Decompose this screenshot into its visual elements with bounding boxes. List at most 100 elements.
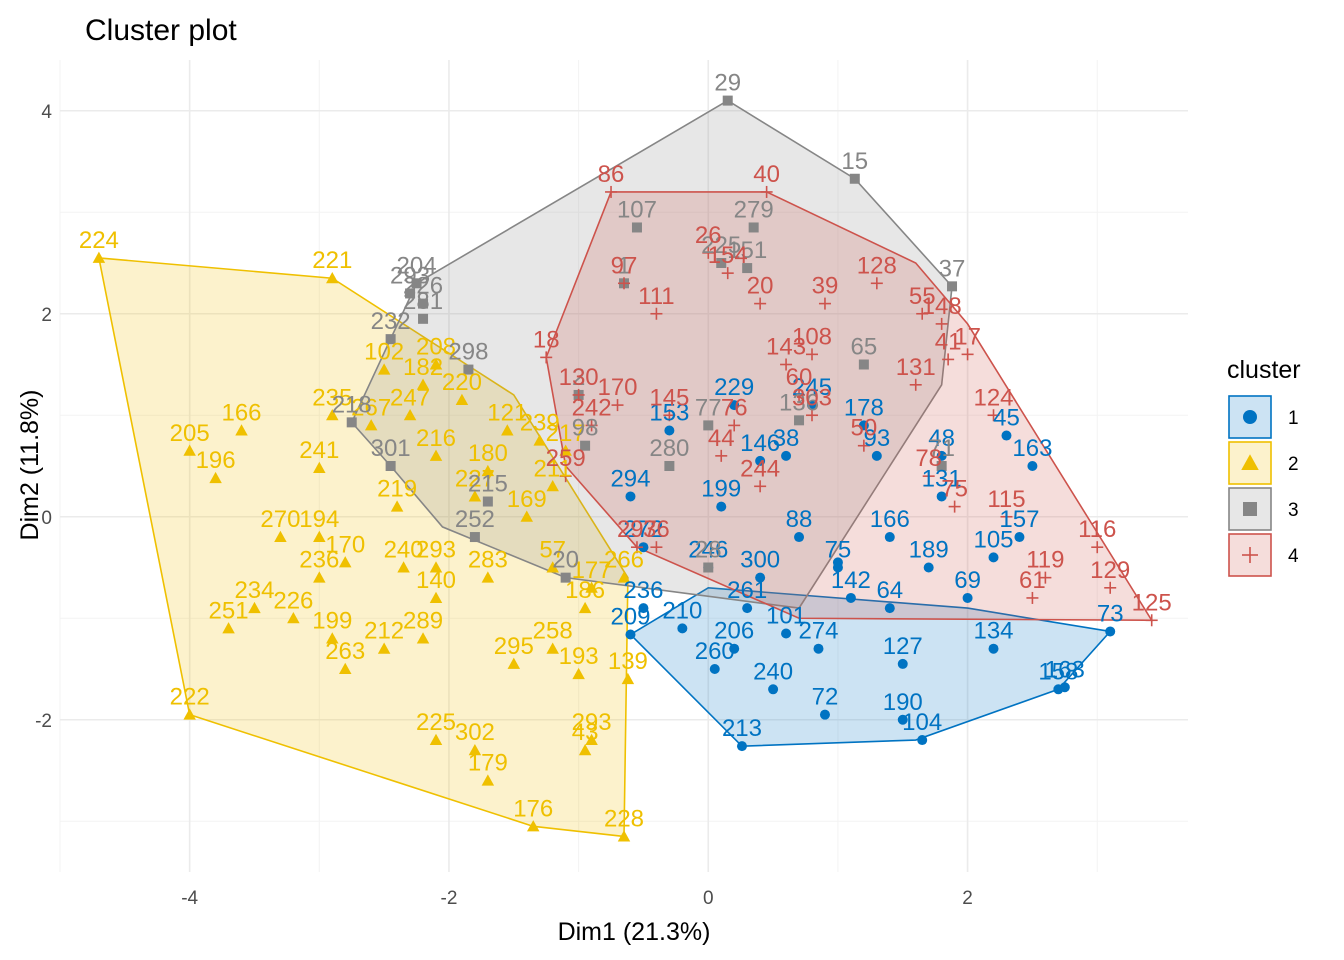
point-label: 295 xyxy=(494,633,534,660)
point-label: 199 xyxy=(312,608,352,635)
point-label: 72 xyxy=(812,684,839,711)
point-cluster-1 xyxy=(923,562,934,573)
point-label: 170 xyxy=(597,374,637,401)
x-tick-label: 0 xyxy=(703,888,714,909)
point-label: 301 xyxy=(371,435,411,462)
point-label: 205 xyxy=(170,420,210,447)
legend-item-2: 2 xyxy=(1228,441,1299,485)
point-cluster-2 xyxy=(455,393,469,406)
legend: cluster 1 2 3 4 xyxy=(1227,356,1301,577)
y-tick-label: -2 xyxy=(35,711,52,732)
point-label: 18 xyxy=(533,326,560,353)
point-cluster-1 xyxy=(794,532,805,543)
point-label: 270 xyxy=(260,506,300,533)
point-cluster-2 xyxy=(326,271,339,284)
point-label: 170 xyxy=(325,531,365,558)
point-cluster-2 xyxy=(429,449,443,461)
point-label: 105 xyxy=(973,526,1013,553)
plot-area: 7315816310419021372209240274127134260206… xyxy=(59,60,1188,872)
point-label: 267 xyxy=(351,394,391,421)
point-label: 189 xyxy=(909,537,949,564)
point-label: 128 xyxy=(857,252,897,279)
point-label: 177 xyxy=(572,557,612,584)
point-cluster-4 xyxy=(702,246,715,259)
point-label: 36 xyxy=(643,516,670,543)
point-cluster-4 xyxy=(630,541,643,554)
point-cluster-1 xyxy=(962,592,973,603)
point-label: 252 xyxy=(455,506,495,533)
point-label: 20 xyxy=(552,547,579,574)
point-label: 2 xyxy=(572,364,585,391)
point-label: 75 xyxy=(825,537,852,564)
y-axis-title: Dim2 (11.8%) xyxy=(16,390,44,541)
point-label: 163 xyxy=(1012,435,1052,462)
point-label: 163 xyxy=(1045,656,1085,683)
point-label: 158 xyxy=(1038,658,1078,685)
point-label: 108 xyxy=(792,323,832,350)
point-label: 169 xyxy=(507,486,547,513)
point-cluster-3 xyxy=(936,461,947,471)
point-cluster-4 xyxy=(948,500,961,513)
point-label: 179 xyxy=(468,750,508,777)
point-cluster-2 xyxy=(313,461,326,474)
point-cluster-4 xyxy=(1039,571,1052,584)
point-cluster-1 xyxy=(1059,682,1070,693)
point-cluster-4 xyxy=(857,439,870,452)
point-label: 225 xyxy=(701,232,741,259)
point-label: 242 xyxy=(572,394,612,421)
point-label: 142 xyxy=(831,567,871,594)
point-cluster-3 xyxy=(385,461,396,471)
point-label: 40 xyxy=(753,161,780,188)
point-label: 212 xyxy=(364,618,404,645)
point-cluster-4 xyxy=(1091,541,1104,554)
point-cluster-3 xyxy=(411,278,422,289)
point-cluster-4 xyxy=(760,185,773,198)
point-label: 93 xyxy=(863,425,890,452)
point-label: 41 xyxy=(935,328,962,355)
point-cluster-4 xyxy=(818,297,831,310)
point-cluster-1 xyxy=(884,532,895,543)
point-cluster-1 xyxy=(729,400,740,411)
point-label: 186 xyxy=(565,577,605,604)
point-label: 180 xyxy=(468,440,508,467)
hull-cluster-3 xyxy=(350,99,953,609)
point-cluster-2 xyxy=(429,358,443,370)
point-label: 55 xyxy=(909,283,936,310)
point-label: 303 xyxy=(792,384,832,411)
point-cluster-1 xyxy=(858,420,869,431)
point-label: 240 xyxy=(753,658,793,685)
point-label: 29 xyxy=(714,70,741,97)
point-cluster-2 xyxy=(183,708,196,720)
point-cluster-3 xyxy=(580,440,591,451)
point-label: 245 xyxy=(792,374,832,401)
x-tick-label: -4 xyxy=(181,888,198,909)
chart-title: Cluster plot xyxy=(85,14,237,47)
point-cluster-4 xyxy=(780,358,793,371)
point-cluster-1 xyxy=(813,643,824,654)
point-label: 38 xyxy=(773,425,800,452)
point-cluster-4 xyxy=(793,388,806,401)
point-label: 222 xyxy=(170,684,210,711)
point-label: 166 xyxy=(870,506,910,533)
point-label: 148 xyxy=(922,293,962,320)
point-label: 206 xyxy=(714,618,754,645)
point-label: 104 xyxy=(902,709,942,736)
legend-keys: 1 2 3 4 xyxy=(1228,395,1299,577)
point-label: 209 xyxy=(610,603,650,630)
point-label: 69 xyxy=(954,567,981,594)
point-label: 228 xyxy=(604,805,644,832)
data-points xyxy=(92,95,1158,842)
point-cluster-4 xyxy=(942,353,955,366)
point-label: 219 xyxy=(377,476,417,503)
point-label: 213 xyxy=(722,715,762,742)
point-cluster-4 xyxy=(1000,510,1013,523)
point-cluster-3 xyxy=(385,334,396,345)
point-cluster-2 xyxy=(429,591,443,603)
point-cluster-2 xyxy=(507,657,521,669)
point-cluster-1 xyxy=(716,501,727,512)
point-cluster-2 xyxy=(621,672,635,685)
point-cluster-2 xyxy=(585,733,598,746)
point-label: 131 xyxy=(896,354,936,381)
point-label: 300 xyxy=(740,547,780,574)
point-cluster-3 xyxy=(560,572,571,583)
